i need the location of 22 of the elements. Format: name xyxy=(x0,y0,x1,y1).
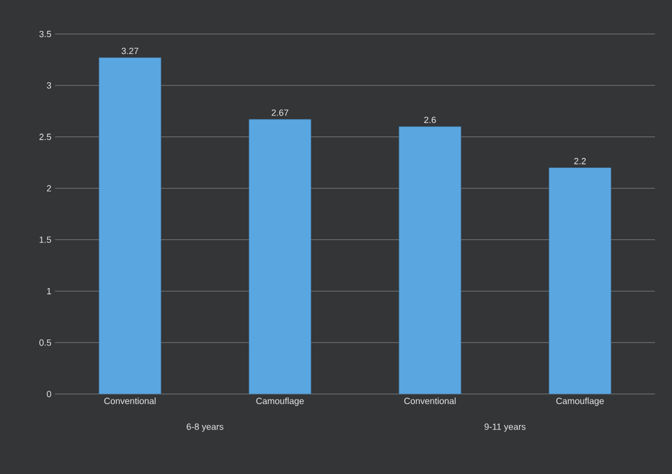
x-tick-label: Camouflage xyxy=(256,398,304,406)
text: 9-11 years xyxy=(484,424,526,432)
data-label: 3.27 xyxy=(122,48,138,54)
y-tick-label: 1 xyxy=(47,288,52,294)
y-tick-label: 3 xyxy=(46,82,52,89)
bar xyxy=(548,168,612,394)
text: 6-8 years xyxy=(186,424,224,432)
y-tick-label: 2.5 xyxy=(39,134,52,140)
y-tick-label: 1.5 xyxy=(40,236,52,243)
x-tick-label: Conventional xyxy=(104,398,156,404)
bar xyxy=(98,57,162,394)
y-tick-label: 0 xyxy=(46,390,52,398)
data-label: 2.6 xyxy=(424,116,436,124)
x-tick-label: Conventional xyxy=(404,398,456,404)
y-tick-label: 3.5 xyxy=(39,30,52,38)
y-tick-label: 0.5 xyxy=(39,339,52,346)
data-label: 2.2 xyxy=(574,158,586,164)
data-label: 2.67 xyxy=(272,109,288,116)
x-tick-label: Camouflage xyxy=(556,398,604,406)
bar xyxy=(398,126,462,394)
y-tick-label: 2 xyxy=(46,185,52,192)
bar xyxy=(248,119,312,394)
